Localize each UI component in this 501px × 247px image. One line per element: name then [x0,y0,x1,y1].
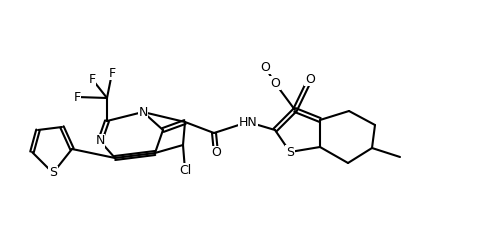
Text: O: O [260,61,270,74]
Text: O: O [210,146,220,160]
Text: O: O [305,73,314,85]
Text: O: O [270,77,280,89]
Text: N: N [138,105,147,119]
Text: F: F [73,90,80,103]
Text: N: N [95,135,105,147]
Text: HN: HN [238,116,257,128]
Text: S: S [286,145,294,159]
Text: Cl: Cl [178,164,191,177]
Text: S: S [49,166,57,180]
Text: F: F [88,73,95,85]
Text: F: F [108,66,115,80]
